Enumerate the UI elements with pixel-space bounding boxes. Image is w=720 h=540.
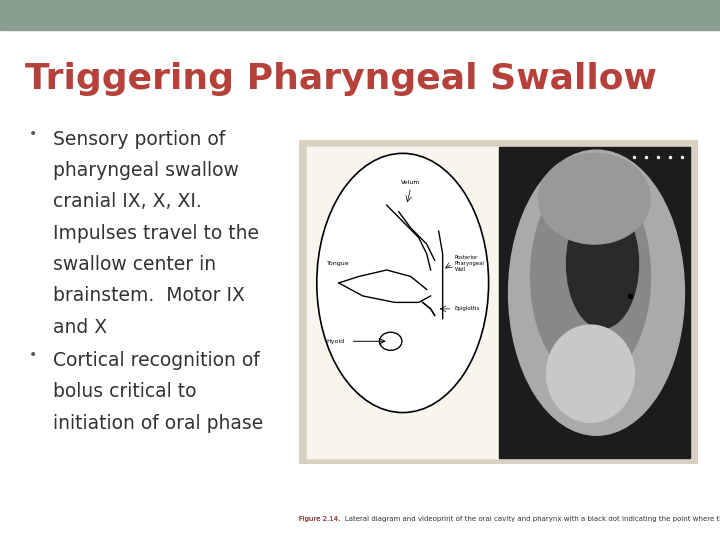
Bar <box>498 147 690 458</box>
Text: Cortical recognition of: Cortical recognition of <box>53 351 259 370</box>
Text: and X: and X <box>53 318 107 336</box>
Ellipse shape <box>546 325 634 422</box>
Text: Figure 2.14.  Lateral diagram and videoprint of the oral cavity and pharynx with: Figure 2.14. Lateral diagram and videopr… <box>299 516 720 522</box>
Text: Sensory portion of: Sensory portion of <box>53 130 225 148</box>
Text: Tongue: Tongue <box>328 261 350 266</box>
Text: initiation of oral phase: initiation of oral phase <box>53 414 263 433</box>
Ellipse shape <box>508 150 685 435</box>
Bar <box>307 147 498 458</box>
Ellipse shape <box>531 171 650 382</box>
Text: Impulses travel to the: Impulses travel to the <box>53 224 258 242</box>
Text: cranial IX, X, XI.: cranial IX, X, XI. <box>53 192 202 211</box>
Circle shape <box>379 332 402 350</box>
Text: Posterior
Pharyngeal
Wall: Posterior Pharyngeal Wall <box>454 255 485 272</box>
Text: Hyoid: Hyoid <box>327 339 345 344</box>
Text: swallow center in: swallow center in <box>53 255 216 274</box>
Text: Triggering Pharyngeal Swallow: Triggering Pharyngeal Swallow <box>25 62 657 96</box>
Text: brainstem.  Motor IX: brainstem. Motor IX <box>53 286 244 305</box>
Text: •: • <box>29 348 37 362</box>
Text: pharyngeal swallow: pharyngeal swallow <box>53 161 238 180</box>
Text: •: • <box>29 127 37 141</box>
Text: Epiglottis: Epiglottis <box>454 306 480 312</box>
Ellipse shape <box>567 199 639 328</box>
Text: bolus critical to: bolus critical to <box>53 382 196 401</box>
Text: Figure 2.14.: Figure 2.14. <box>299 516 345 522</box>
Bar <box>0 0 720 30</box>
Text: Velum: Velum <box>401 180 420 185</box>
Ellipse shape <box>317 153 489 413</box>
Ellipse shape <box>539 153 650 244</box>
